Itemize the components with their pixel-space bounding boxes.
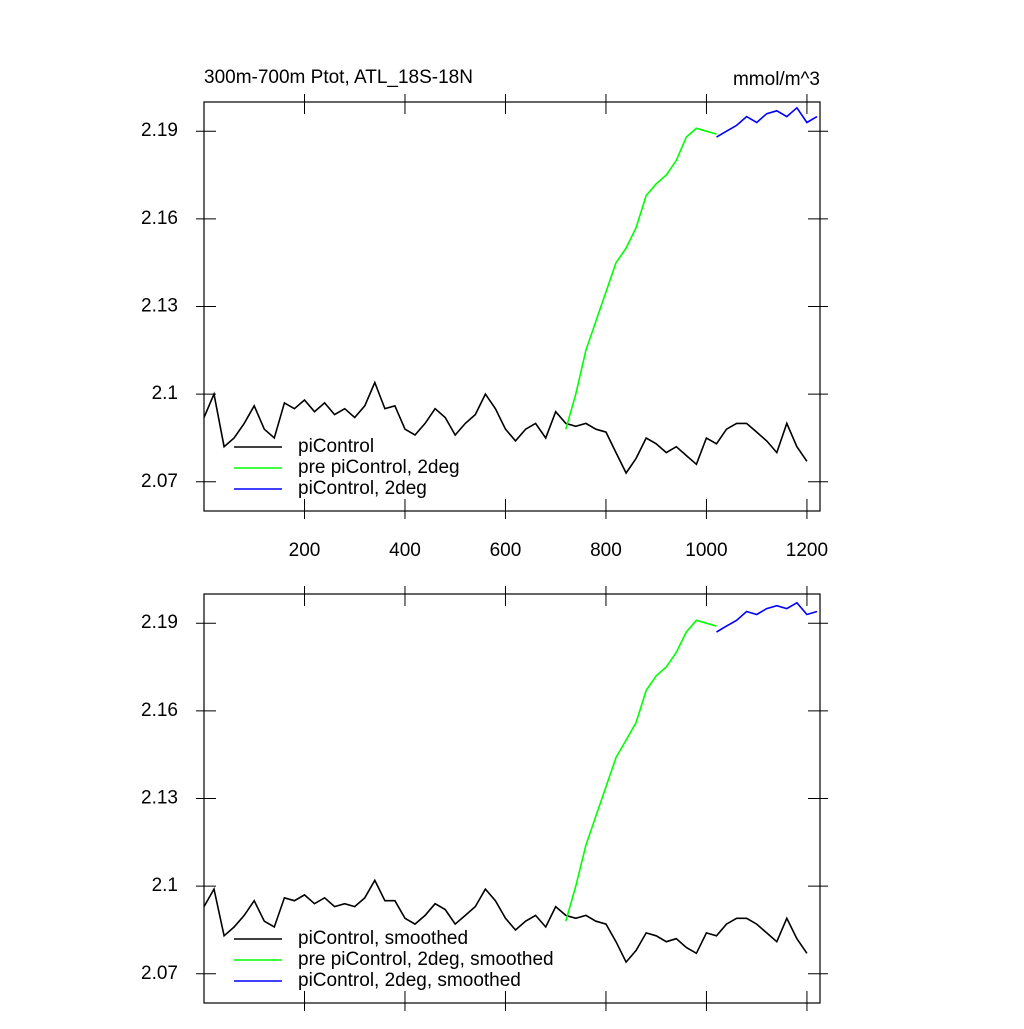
x-tick-label: 200 [289, 540, 321, 561]
y-tick-label: 2.16 [141, 208, 178, 229]
x-tick-label: 1000 [685, 540, 727, 561]
x-tick-label: 800 [590, 540, 622, 561]
y-tick-label: 2.13 [141, 788, 178, 809]
legend-label: pre piControl, 2deg, smoothed [298, 949, 554, 970]
chart-title: 300m-700m Ptot, ATL_18S-18N [204, 67, 473, 88]
y-tick-label: 2.1 [152, 383, 178, 404]
units-label: mmol/m^3 [733, 69, 820, 90]
legend-label: piControl [298, 436, 374, 457]
y-tick-label: 2.13 [141, 296, 178, 317]
legend-label: piControl, smoothed [298, 928, 468, 949]
y-tick-label: 2.16 [141, 700, 178, 721]
legend-label: piControl, 2deg, smoothed [298, 970, 521, 991]
series-line [716, 601, 818, 633]
plot-frame [203, 593, 821, 1004]
x-tick-label: 600 [490, 540, 522, 561]
x-tick-label: 1200 [786, 540, 828, 561]
legend-label: piControl, 2deg [298, 478, 427, 499]
plot-frame [203, 101, 821, 512]
y-tick-label: 2.19 [141, 120, 178, 141]
series-line [565, 619, 717, 922]
series-line [203, 878, 808, 964]
series-line [565, 127, 717, 430]
y-tick-label: 2.1 [152, 875, 178, 896]
series-line [716, 106, 818, 138]
y-tick-label: 2.19 [141, 612, 178, 633]
legend-label: pre piControl, 2deg [298, 457, 460, 478]
y-tick-label: 2.07 [141, 471, 178, 492]
y-tick-label: 2.07 [141, 963, 178, 984]
x-tick-label: 400 [389, 540, 421, 561]
series-line [203, 380, 808, 475]
